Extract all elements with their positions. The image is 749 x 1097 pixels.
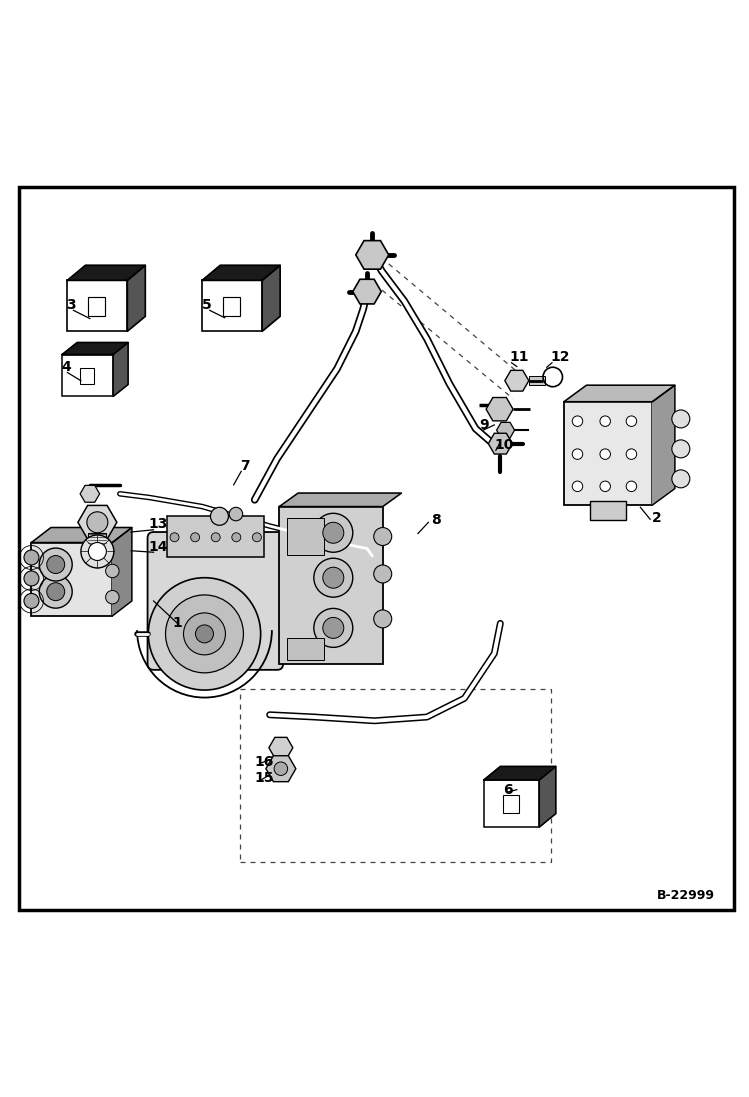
Circle shape — [600, 449, 610, 460]
Circle shape — [210, 507, 228, 525]
Bar — [503, 795, 519, 813]
Circle shape — [314, 558, 353, 597]
Circle shape — [88, 543, 106, 561]
FancyBboxPatch shape — [148, 532, 283, 670]
Polygon shape — [31, 528, 132, 543]
Bar — [287, 637, 324, 660]
Polygon shape — [262, 265, 280, 331]
Text: 3: 3 — [66, 297, 76, 312]
Circle shape — [229, 507, 243, 521]
Polygon shape — [67, 265, 145, 281]
Circle shape — [323, 618, 344, 638]
Polygon shape — [127, 265, 145, 331]
Text: 9: 9 — [479, 418, 489, 431]
Text: 12: 12 — [551, 350, 570, 364]
Bar — [287, 518, 324, 555]
Circle shape — [374, 528, 392, 545]
Circle shape — [314, 609, 353, 647]
Circle shape — [374, 565, 392, 583]
Circle shape — [323, 567, 344, 588]
Text: 10: 10 — [494, 438, 514, 452]
Circle shape — [39, 548, 72, 581]
Circle shape — [274, 762, 288, 776]
Text: B-22999: B-22999 — [658, 889, 715, 902]
Text: 1: 1 — [172, 617, 182, 630]
Circle shape — [81, 535, 114, 568]
Polygon shape — [112, 528, 132, 615]
Circle shape — [626, 482, 637, 491]
Text: 13: 13 — [148, 518, 168, 531]
Bar — [484, 780, 539, 827]
Circle shape — [252, 533, 261, 542]
Bar — [88, 296, 105, 316]
Circle shape — [211, 533, 220, 542]
Text: 2: 2 — [652, 511, 661, 525]
Bar — [223, 296, 240, 316]
Polygon shape — [564, 385, 675, 402]
Circle shape — [600, 482, 610, 491]
Circle shape — [323, 522, 344, 543]
Circle shape — [672, 440, 690, 457]
Bar — [202, 281, 262, 331]
Bar — [564, 402, 652, 505]
Text: 8: 8 — [431, 512, 440, 527]
Text: 6: 6 — [503, 783, 513, 798]
Circle shape — [39, 575, 72, 608]
Circle shape — [600, 416, 610, 427]
Circle shape — [87, 512, 108, 533]
Circle shape — [672, 470, 690, 488]
Text: 15: 15 — [255, 771, 274, 785]
Polygon shape — [62, 342, 128, 354]
Bar — [62, 354, 113, 396]
Circle shape — [190, 533, 199, 542]
Bar — [67, 281, 127, 331]
Circle shape — [626, 449, 637, 460]
Bar — [88, 533, 106, 545]
Circle shape — [170, 533, 179, 542]
Circle shape — [24, 550, 39, 565]
Bar — [529, 376, 545, 385]
Circle shape — [572, 416, 583, 427]
Bar — [167, 517, 264, 557]
Bar — [31, 543, 112, 615]
Circle shape — [314, 513, 353, 552]
Text: 11: 11 — [509, 350, 529, 364]
Circle shape — [572, 482, 583, 491]
Circle shape — [24, 570, 39, 586]
Circle shape — [46, 555, 64, 574]
Circle shape — [24, 593, 39, 609]
Circle shape — [106, 590, 119, 604]
Circle shape — [374, 610, 392, 627]
Circle shape — [106, 564, 119, 578]
Bar — [279, 507, 383, 664]
Text: 16: 16 — [255, 755, 274, 769]
Bar — [80, 367, 94, 384]
Bar — [590, 501, 626, 520]
Circle shape — [672, 410, 690, 428]
Circle shape — [195, 625, 213, 643]
Polygon shape — [652, 385, 675, 505]
Text: 5: 5 — [202, 297, 212, 312]
Polygon shape — [279, 493, 401, 507]
Polygon shape — [202, 265, 280, 281]
Circle shape — [626, 416, 637, 427]
Text: 14: 14 — [148, 540, 168, 554]
Circle shape — [184, 613, 225, 655]
Circle shape — [46, 583, 64, 601]
Polygon shape — [539, 767, 556, 827]
Text: 7: 7 — [240, 459, 249, 473]
Polygon shape — [484, 767, 556, 780]
Text: 4: 4 — [61, 360, 71, 374]
Circle shape — [166, 595, 243, 672]
Circle shape — [148, 578, 261, 690]
Circle shape — [232, 533, 241, 542]
Circle shape — [572, 449, 583, 460]
Polygon shape — [113, 342, 128, 396]
